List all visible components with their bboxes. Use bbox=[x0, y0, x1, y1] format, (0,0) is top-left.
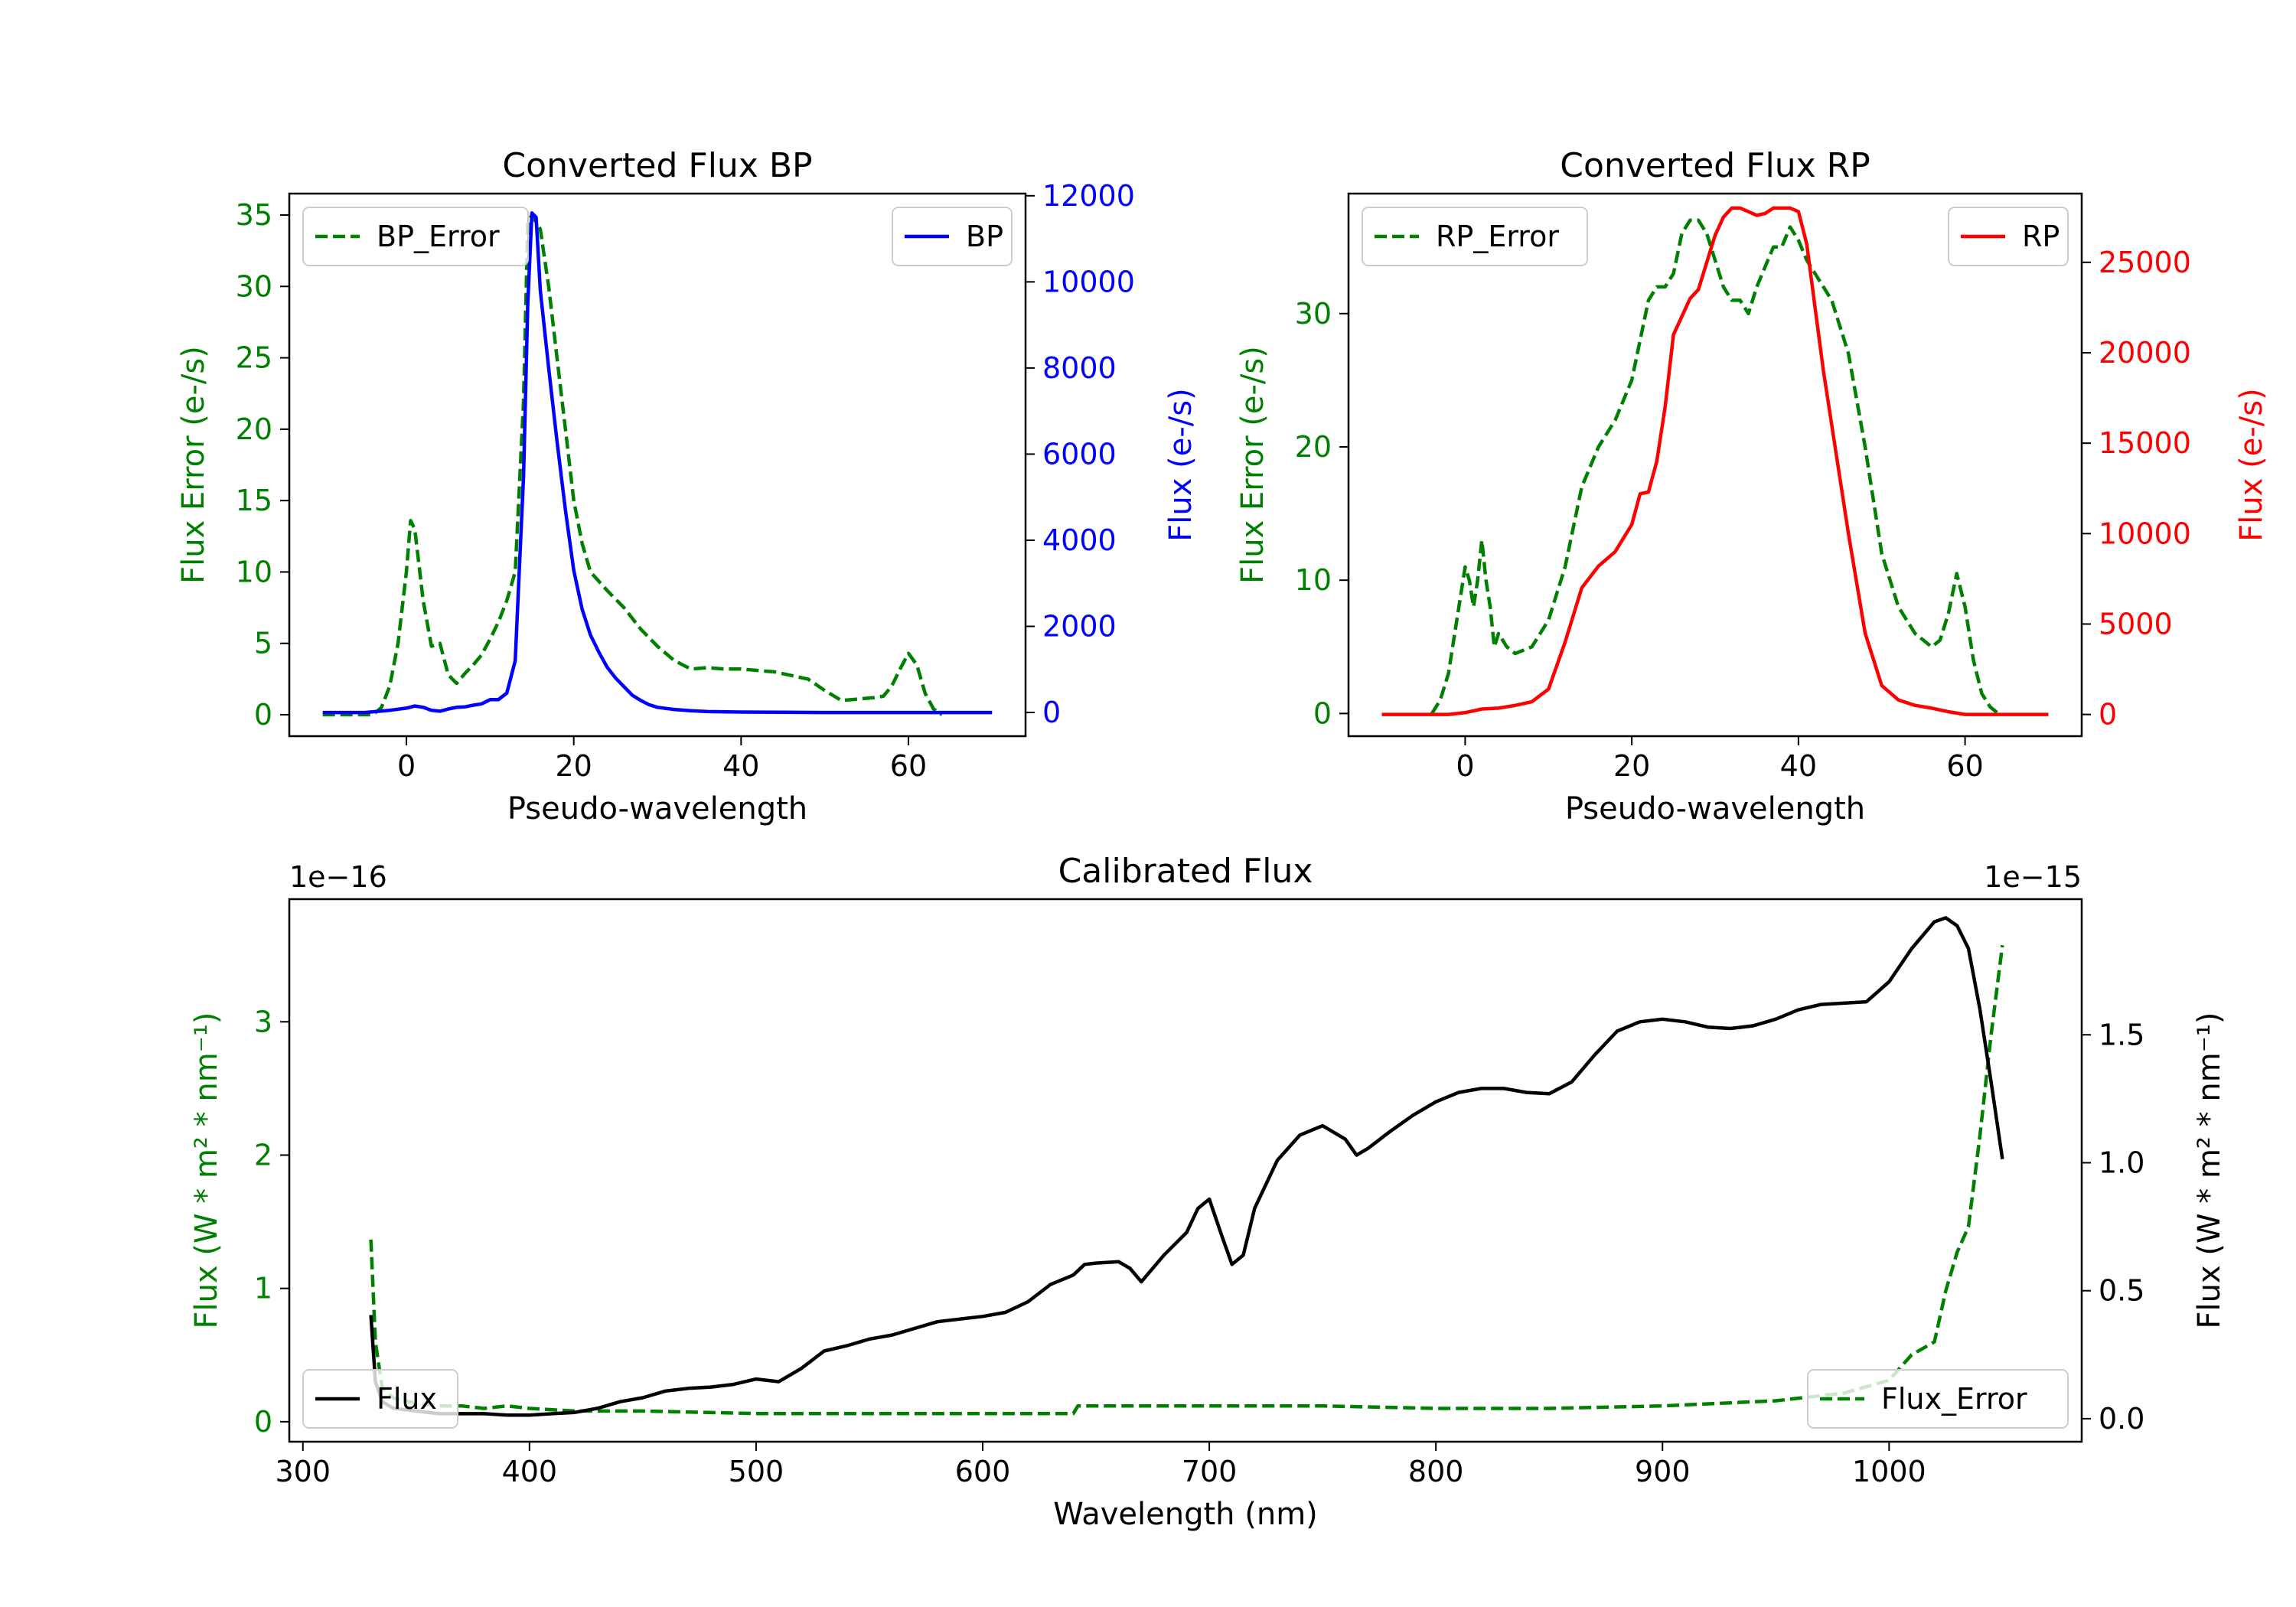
y-right-tick-label: 25000 bbox=[2099, 246, 2191, 279]
y-right-axis-label: Flux (W * m² * nm⁻¹) bbox=[2192, 1012, 2227, 1329]
y-right-offset-text: 1e−15 bbox=[1984, 860, 2082, 894]
panel-calibrated: Calibrated Flux 300 400 500 600 700 800 900 1000… bbox=[189, 852, 2227, 1532]
y-left-tick-label: 2 bbox=[254, 1138, 272, 1172]
x-tick-label: 700 bbox=[1182, 1455, 1238, 1488]
x-tick-label: 1000 bbox=[1852, 1455, 1926, 1488]
y-right-tick-label: 10000 bbox=[2099, 517, 2191, 550]
legend-box bbox=[302, 207, 529, 266]
y-left-tick-label: 10 bbox=[236, 555, 272, 588]
y-left-tick-label: 3 bbox=[254, 1005, 272, 1038]
plot-frame bbox=[1347, 192, 2083, 738]
x-tick-label: 900 bbox=[1635, 1455, 1691, 1488]
x-axis-label: Pseudo-wavelength bbox=[507, 791, 807, 826]
y-left-axis-label: Flux Error (e-/s) bbox=[176, 346, 211, 584]
x-tick-label: 60 bbox=[1946, 749, 1983, 783]
y-left-tick-label: 0 bbox=[1313, 696, 1332, 730]
x-tick-label: 800 bbox=[1408, 1455, 1464, 1488]
series-line-bp bbox=[322, 211, 993, 715]
plot-frame bbox=[288, 192, 1027, 738]
x-tick-label: 400 bbox=[502, 1455, 558, 1488]
legend-label: Flux bbox=[377, 1382, 437, 1416]
y-left-axis-label: Flux Error (e-/s) bbox=[1235, 346, 1270, 584]
y-left-tick-label: 35 bbox=[236, 198, 272, 232]
chart-title: Calibrated Flux bbox=[1058, 852, 1313, 891]
y-right-tick-label: 2000 bbox=[1042, 610, 1117, 644]
y-right-axis-label: Flux (e-/s) bbox=[2234, 388, 2269, 541]
chart-title: Converted Flux RP bbox=[1560, 146, 1870, 185]
legend-box bbox=[1362, 207, 1588, 266]
x-tick-label: 500 bbox=[729, 1455, 784, 1488]
legend-box bbox=[1948, 207, 2069, 266]
x-tick-label: 300 bbox=[275, 1455, 331, 1488]
y-right-tick-label: 0.0 bbox=[2099, 1402, 2144, 1436]
panel-rp: Converted Flux RP 0 20 40 60 0 10 20 30 0 5000 1000… bbox=[1235, 146, 2269, 826]
x-tick-label: 0 bbox=[397, 749, 416, 783]
y-left-tick-label: 20 bbox=[236, 412, 272, 446]
y-right-tick-label: 4000 bbox=[1042, 523, 1117, 557]
y-right-tick-label: 1.5 bbox=[2099, 1018, 2144, 1051]
legend-box bbox=[1807, 1369, 2069, 1429]
y-left-tick-label: 15 bbox=[236, 484, 272, 517]
series-line-flux-error bbox=[369, 944, 2004, 1416]
y-right-tick-label: 12000 bbox=[1042, 179, 1135, 213]
y-left-tick-label: 5 bbox=[254, 627, 272, 660]
y-left-offset-text: 1e−16 bbox=[289, 860, 387, 894]
x-tick-label: 20 bbox=[556, 749, 592, 783]
legend-box bbox=[892, 207, 1013, 266]
plot-frame bbox=[288, 898, 2083, 1443]
y-left-axis-label: Flux (W * m² * nm⁻¹) bbox=[189, 1012, 224, 1329]
y-right-tick-label: 15000 bbox=[2099, 426, 2191, 460]
y-right-tick-label: 1.0 bbox=[2099, 1146, 2144, 1179]
series-line-bp-error bbox=[322, 213, 943, 717]
y-right-tick-label: 10000 bbox=[1042, 265, 1135, 298]
y-right-tick-label: 0.5 bbox=[2099, 1274, 2144, 1308]
legend-label: Flux_Error bbox=[1881, 1382, 2027, 1416]
y-right-tick-label: 5000 bbox=[2099, 607, 2173, 641]
x-axis-label: Pseudo-wavelength bbox=[1565, 791, 1865, 826]
legend-label: BP bbox=[966, 220, 1003, 253]
y-right-tick-label: 0 bbox=[1042, 696, 1061, 729]
legend-label: BP_Error bbox=[377, 220, 500, 253]
x-axis-label: Wavelength (nm) bbox=[1053, 1497, 1318, 1532]
y-left-tick-label: 25 bbox=[236, 341, 272, 375]
y-left-tick-label: 0 bbox=[254, 698, 272, 732]
panel-bp: Converted Flux BP 0 20 40 60 0 5 10 15 20 25 30 35 0 2… bbox=[176, 146, 1199, 826]
y-left-tick-label: 30 bbox=[236, 269, 272, 303]
y-right-tick-label: 6000 bbox=[1042, 437, 1117, 471]
x-tick-label: 40 bbox=[1780, 749, 1817, 783]
y-right-tick-label: 8000 bbox=[1042, 351, 1117, 385]
legend-label: RP_Error bbox=[1436, 220, 1559, 253]
chart-title: Converted Flux BP bbox=[502, 146, 812, 185]
series-line-rp bbox=[1381, 206, 2049, 716]
y-right-tick-label: 20000 bbox=[2099, 336, 2191, 370]
legend-box bbox=[302, 1369, 458, 1429]
series-line-flux bbox=[369, 916, 2004, 1417]
y-left-tick-label: 1 bbox=[254, 1272, 272, 1305]
x-tick-label: 600 bbox=[955, 1455, 1011, 1488]
x-tick-label: 0 bbox=[1456, 749, 1474, 783]
y-left-tick-label: 20 bbox=[1295, 430, 1332, 464]
y-right-axis-label: Flux (e-/s) bbox=[1163, 388, 1199, 541]
y-right-tick-label: 0 bbox=[2099, 698, 2117, 732]
y-left-tick-label: 30 bbox=[1295, 297, 1332, 331]
y-left-tick-label: 0 bbox=[254, 1405, 272, 1439]
x-tick-label: 40 bbox=[722, 749, 759, 783]
y-left-tick-label: 10 bbox=[1295, 563, 1332, 597]
series-line-rp-error bbox=[1430, 218, 2000, 715]
x-tick-label: 60 bbox=[890, 749, 927, 783]
x-tick-label: 20 bbox=[1613, 749, 1650, 783]
legend-label: RP bbox=[2022, 220, 2060, 253]
